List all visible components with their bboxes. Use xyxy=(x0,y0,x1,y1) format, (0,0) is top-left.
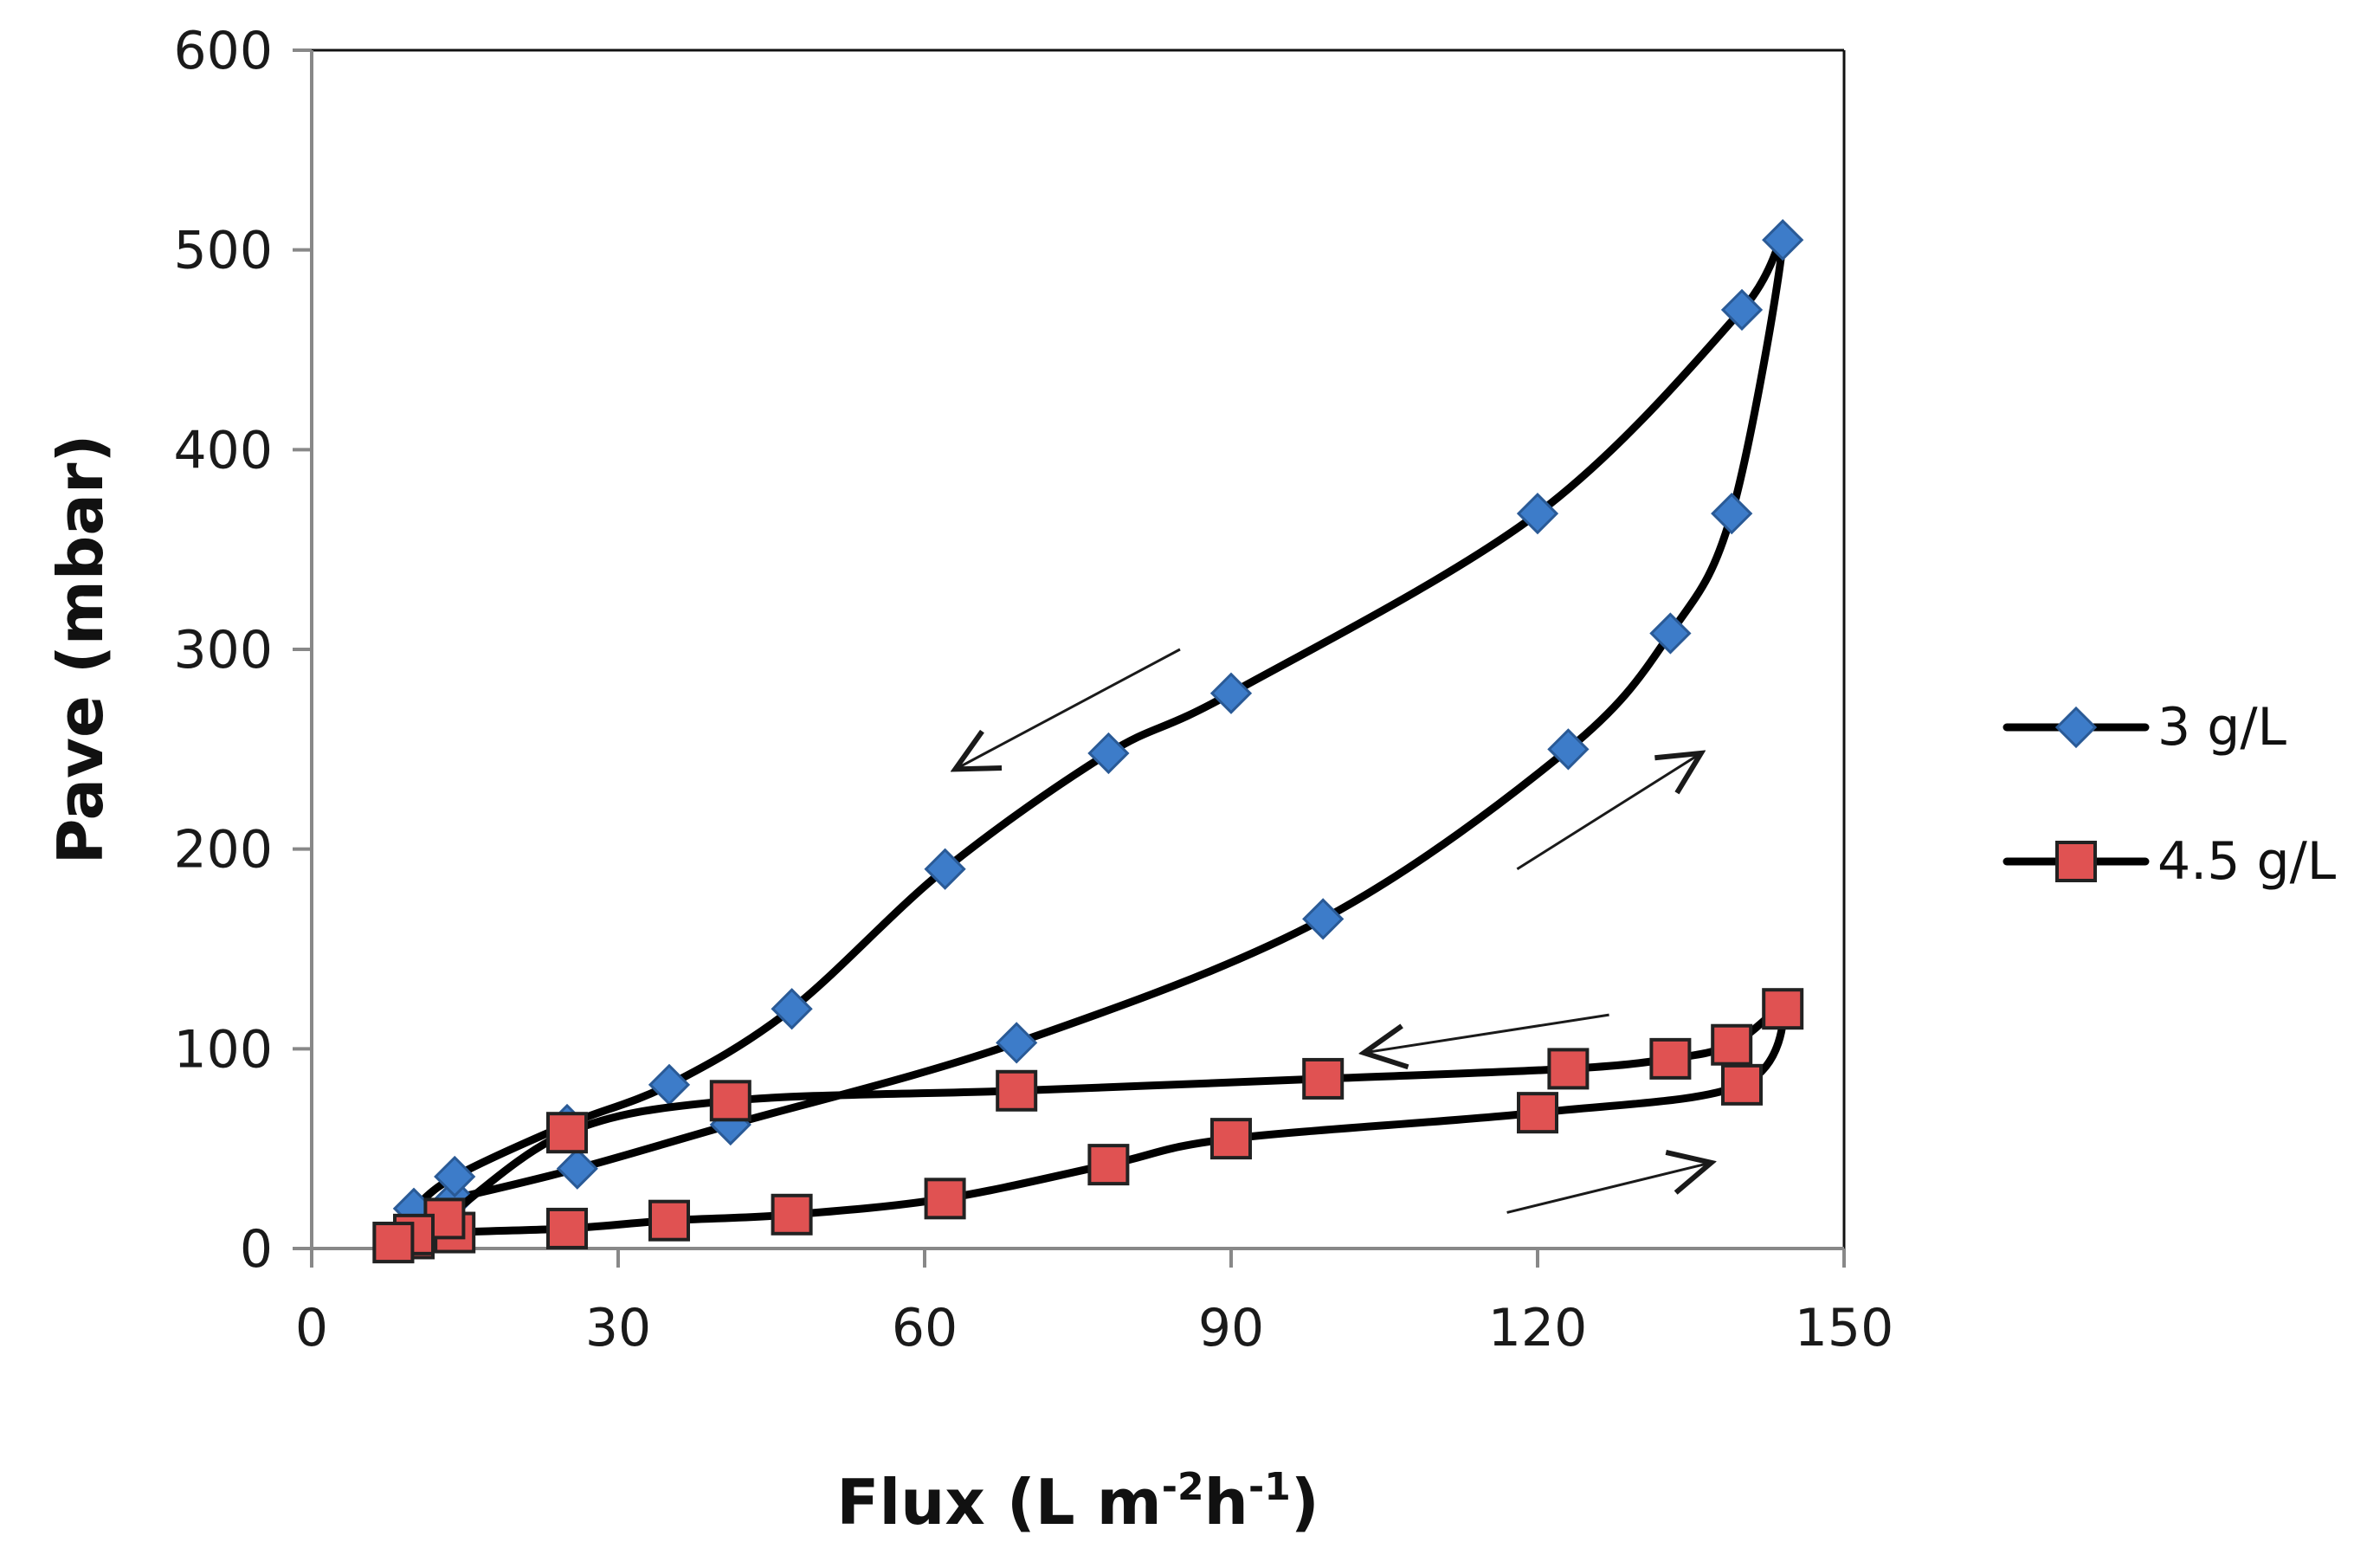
y-axis-title: Pave (mbar) xyxy=(44,435,117,865)
legend-item: 4.5 g/L xyxy=(2003,831,2337,892)
square-point xyxy=(1649,1037,1692,1080)
square-point xyxy=(1087,1144,1130,1186)
diamond-point xyxy=(1516,493,1559,535)
diamond-point xyxy=(771,988,813,1030)
direction-arrows xyxy=(955,648,1712,1214)
x-axis-title: Flux (L m-2h-1) xyxy=(836,1465,1319,1539)
x-tick-label: 90 xyxy=(1198,1298,1264,1358)
y-axis-ticks: 0 100 200 300 400 500 600 xyxy=(173,21,312,1280)
square-point xyxy=(1302,1057,1345,1100)
square-point xyxy=(709,1080,751,1122)
y-tick-label: 600 xyxy=(173,21,273,81)
square-point xyxy=(648,1199,690,1242)
x-axis-title-sup2: -1 xyxy=(1248,1465,1291,1509)
x-tick-label: 120 xyxy=(1488,1298,1588,1358)
y-tick-label: 300 xyxy=(173,620,273,681)
legend-square-marker xyxy=(2055,841,2097,882)
direction-arrow-icon xyxy=(955,648,1181,769)
direction-arrow-icon xyxy=(1516,753,1700,871)
x-axis-title-end: ) xyxy=(1291,1466,1319,1539)
square-point xyxy=(1547,1048,1590,1090)
diamond-point xyxy=(648,1063,691,1106)
diamond-point xyxy=(1209,672,1253,714)
series-line xyxy=(389,1003,1788,1247)
x-axis-title-mid: h xyxy=(1204,1466,1248,1539)
square-point xyxy=(1210,1118,1252,1160)
legend-label: 4.5 g/L xyxy=(2157,831,2337,892)
series-layer xyxy=(372,219,1804,1264)
diamond-point xyxy=(1087,732,1130,775)
square-point xyxy=(1517,1092,1558,1134)
legend-item: 3 g/L xyxy=(2003,697,2287,758)
diamond-point xyxy=(1711,493,1753,535)
square-point xyxy=(1711,1023,1753,1066)
y-tick-label: 0 xyxy=(240,1219,273,1280)
square-point xyxy=(546,1207,588,1249)
diamond-point xyxy=(1547,728,1590,771)
diamond-point xyxy=(996,1022,1038,1064)
square-point xyxy=(996,1069,1038,1112)
diamond-point xyxy=(1762,219,1804,261)
x-tick-label: 60 xyxy=(892,1298,958,1358)
direction-arrow-icon xyxy=(1506,1163,1712,1214)
y-tick-label: 400 xyxy=(173,420,273,481)
diamond-point xyxy=(924,848,966,890)
diamond-point xyxy=(434,1155,476,1198)
diamond-point xyxy=(1720,288,1764,331)
x-tick-label: 150 xyxy=(1795,1298,1894,1358)
diamond-point xyxy=(556,1147,598,1190)
square-point xyxy=(1721,1063,1763,1106)
diamond-point xyxy=(1302,898,1345,940)
x-tick-label: 30 xyxy=(585,1298,651,1358)
y-tick-label: 200 xyxy=(173,820,273,881)
square-point xyxy=(372,1222,415,1264)
y-tick-label: 100 xyxy=(173,1019,273,1080)
square-point xyxy=(1762,988,1804,1030)
square-point xyxy=(546,1112,588,1154)
direction-arrow-icon xyxy=(1364,1013,1609,1053)
diamond-point xyxy=(1649,612,1692,655)
square-point xyxy=(924,1178,966,1220)
y-tick-label: 500 xyxy=(173,221,273,281)
square-point xyxy=(771,1193,813,1236)
series-2 xyxy=(372,988,1804,1264)
legend-label: 3 g/L xyxy=(2157,697,2287,758)
x-tick-label: 0 xyxy=(295,1298,328,1358)
series-1 xyxy=(392,219,1804,1229)
legend: 3 g/L 4.5 g/L xyxy=(2003,697,2337,892)
x-axis-title-main: Flux (L m xyxy=(836,1466,1162,1539)
x-axis-title-sup1: -2 xyxy=(1162,1465,1204,1509)
legend-diamond-marker xyxy=(2054,706,2098,749)
x-axis-ticks: 0 30 60 90 120 150 xyxy=(295,1249,1893,1358)
